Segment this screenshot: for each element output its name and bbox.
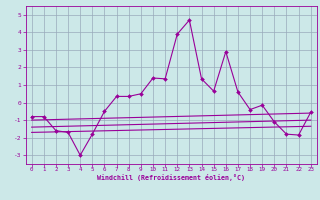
X-axis label: Windchill (Refroidissement éolien,°C): Windchill (Refroidissement éolien,°C) [97, 174, 245, 181]
